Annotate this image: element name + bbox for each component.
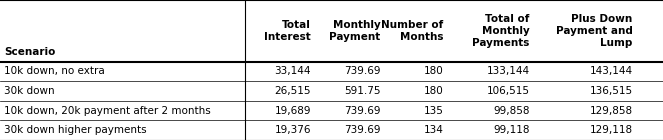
Text: 19,689: 19,689 xyxy=(274,106,311,116)
Text: 26,515: 26,515 xyxy=(274,86,311,96)
Text: 591.75: 591.75 xyxy=(344,86,381,96)
Text: 99,118: 99,118 xyxy=(493,125,530,135)
Text: Number of
Months: Number of Months xyxy=(381,20,444,42)
Text: 30k down: 30k down xyxy=(4,86,54,96)
Text: Plus Down
Payment and
Lump: Plus Down Payment and Lump xyxy=(556,14,633,48)
Text: 129,118: 129,118 xyxy=(589,125,633,135)
Text: 129,858: 129,858 xyxy=(589,106,633,116)
Text: 180: 180 xyxy=(424,66,444,76)
Text: 180: 180 xyxy=(424,86,444,96)
Text: Total of
Monthly
Payments: Total of Monthly Payments xyxy=(472,14,530,48)
Text: 739.69: 739.69 xyxy=(344,66,381,76)
Text: Scenario: Scenario xyxy=(4,47,55,57)
Text: 30k down higher payments: 30k down higher payments xyxy=(4,125,147,135)
Text: 33,144: 33,144 xyxy=(274,66,311,76)
Text: 739.69: 739.69 xyxy=(344,125,381,135)
Text: 19,376: 19,376 xyxy=(274,125,311,135)
Text: 99,858: 99,858 xyxy=(493,106,530,116)
Text: Monthly
Payment: Monthly Payment xyxy=(330,20,381,42)
Text: 739.69: 739.69 xyxy=(344,106,381,116)
Text: 136,515: 136,515 xyxy=(589,86,633,96)
Text: 143,144: 143,144 xyxy=(589,66,633,76)
Text: 106,515: 106,515 xyxy=(487,86,530,96)
Text: 10k down, no extra: 10k down, no extra xyxy=(4,66,105,76)
Text: 134: 134 xyxy=(424,125,444,135)
Text: 10k down, 20k payment after 2 months: 10k down, 20k payment after 2 months xyxy=(4,106,211,116)
Text: 135: 135 xyxy=(424,106,444,116)
Text: 133,144: 133,144 xyxy=(487,66,530,76)
Text: Total
Interest: Total Interest xyxy=(264,20,311,42)
